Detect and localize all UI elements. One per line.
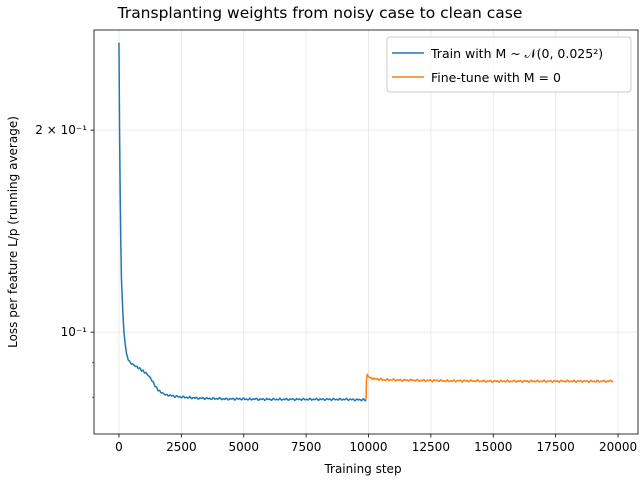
grid-lines	[94, 30, 638, 434]
legend-label-train: Train with M ~ 𝒩(0, 0.025²)	[430, 46, 603, 61]
y-axis-label: Loss per feature L/p (running average)	[6, 116, 20, 348]
x-tick-label: 10000	[349, 440, 387, 454]
x-axis-label: Training step	[323, 462, 401, 476]
series-line-finetune	[365, 373, 614, 400]
x-tick-label: 17500	[537, 440, 575, 454]
x-axis-ticks: 0 2500 5000 7500 10000 12500 15000 17500 20000	[115, 434, 637, 454]
x-tick-label: 12500	[412, 440, 450, 454]
x-tick-label: 20000	[599, 440, 637, 454]
x-tick-label: 2500	[166, 440, 197, 454]
series-line-train	[118, 42, 367, 402]
series-lines	[118, 42, 614, 402]
y-axis-ticks: 10⁻¹ 2 × 10⁻¹	[35, 123, 94, 398]
legend-label-finetune: Fine-tune with M = 0	[431, 70, 561, 85]
legend-box	[386, 36, 632, 93]
plot-area-frame	[93, 29, 639, 435]
legend: Train with M ~ 𝒩(0, 0.025²) Fine-tune wi…	[386, 36, 632, 93]
x-tick-label: 0	[115, 440, 123, 454]
x-tick-label: 5000	[228, 440, 259, 454]
x-tick-label: 7500	[291, 440, 322, 454]
x-tick-label: 15000	[474, 440, 512, 454]
y-tick-label: 2 × 10⁻¹	[35, 123, 87, 137]
y-tick-label: 10⁻¹	[61, 325, 88, 339]
chart-title: Transplanting weights from noisy case to…	[117, 4, 523, 22]
